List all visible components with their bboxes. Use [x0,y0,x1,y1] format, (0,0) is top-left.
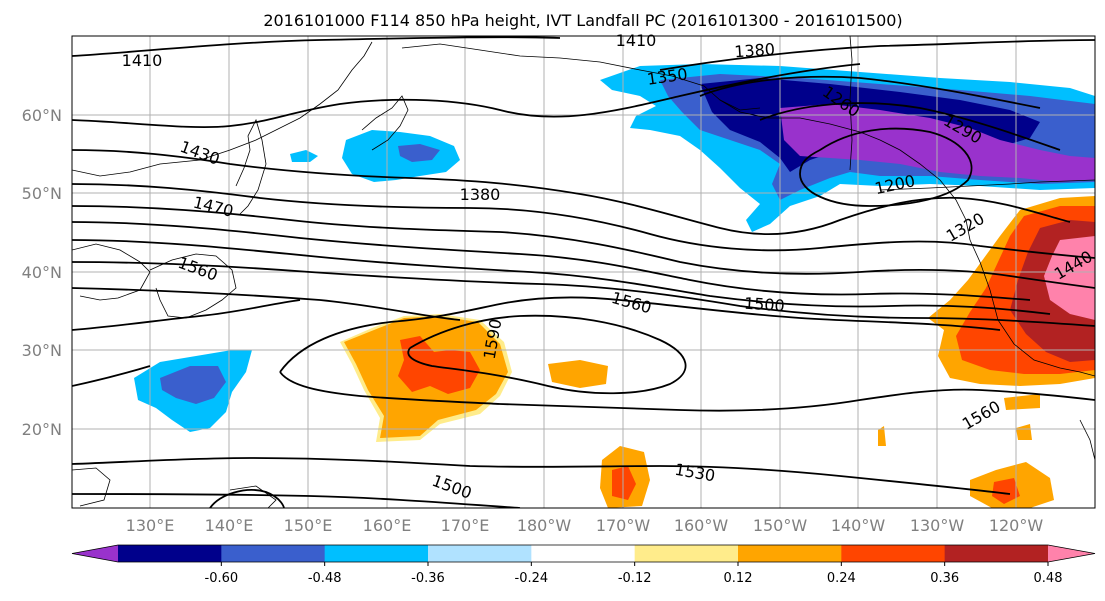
contour-label: 1380 [460,185,501,204]
colorbar-segment [428,545,532,562]
colorbar-tick-label: 0.48 [1034,571,1063,586]
negative-region-west-pacific-inner [160,366,226,404]
lon-label: 160°E [363,516,412,535]
colorbar-segment [634,545,739,562]
lon-label: 140°W [831,516,886,535]
contour-label: 1410 [616,31,657,50]
negative-region-okhotsk-inner [398,144,440,162]
longitude-labels: 130°E 140°E 150°E 160°E 170°E 180°W 170°… [126,516,1044,535]
lon-label: 140°E [205,516,254,535]
contour-label: 1500 [743,294,785,316]
lon-label: 180°W [517,516,572,535]
positive-region-tiny-1 [1004,394,1040,410]
lat-label: 30°N [22,341,62,360]
contour-label: 1410 [122,51,163,70]
colorbar-tick-label: -0.12 [618,571,652,586]
colorbar-segment [324,545,429,562]
colorbar-tick-label: 0.12 [724,571,753,586]
lon-label: 120°W [989,516,1044,535]
map-title: 2016101000 F114 850 hPa height, IVT Land… [263,11,902,30]
lon-label: 170°E [441,516,490,535]
colorbar-tick-label: 0.24 [827,571,856,586]
lon-label: 130°W [910,516,965,535]
height-contours [72,36,1095,508]
lat-label: 20°N [22,420,62,439]
colorbar-segment [118,545,222,562]
lon-label: 130°E [126,516,175,535]
colorbar-segment [221,545,326,562]
coastlines [72,36,1095,508]
colorbar-tick-label: -0.48 [308,571,342,586]
colorbar-segment [841,545,946,562]
negative-region-small [290,150,318,162]
lon-label: 150°E [284,516,333,535]
lon-label: 160°W [674,516,729,535]
lat-label: 50°N [22,184,62,203]
positive-region-tiny-3 [878,426,886,446]
colorbar-segment [531,545,636,562]
colorbar-outline [71,544,1096,563]
contour-label: 1380 [734,40,776,62]
colorbar-segment [738,545,842,562]
colorbar-tick-label: 0.36 [930,571,959,586]
lat-label: 40°N [22,263,62,282]
map-content [72,36,1095,508]
lon-label: 170°W [596,516,651,535]
colorbar-tick-label: -0.60 [205,571,239,586]
colorbar-tick-label: -0.24 [515,571,549,586]
map-frame [71,35,1096,509]
positive-region-southwest-inner [992,478,1020,504]
colorbar-extend-high [1048,545,1095,562]
latitude-labels: 60°N 50°N 40°N 30°N 20°N [22,106,62,439]
positive-region-tiny-2 [1016,424,1032,440]
positive-region-small-2-inner [612,466,636,500]
colorbar-segment [944,545,1049,562]
colorbar-extend-low [72,545,118,562]
colorbar: -0.60 -0.48 -0.36 -0.24 -0.12 0.12 0.24 0.36 0.4… [71,544,1096,586]
ivt-shading [134,64,1095,508]
lat-label: 60°N [22,106,62,125]
colorbar-tick-label: -0.36 [411,571,445,586]
lon-label: 150°W [753,516,808,535]
positive-region-small-1 [548,360,608,388]
